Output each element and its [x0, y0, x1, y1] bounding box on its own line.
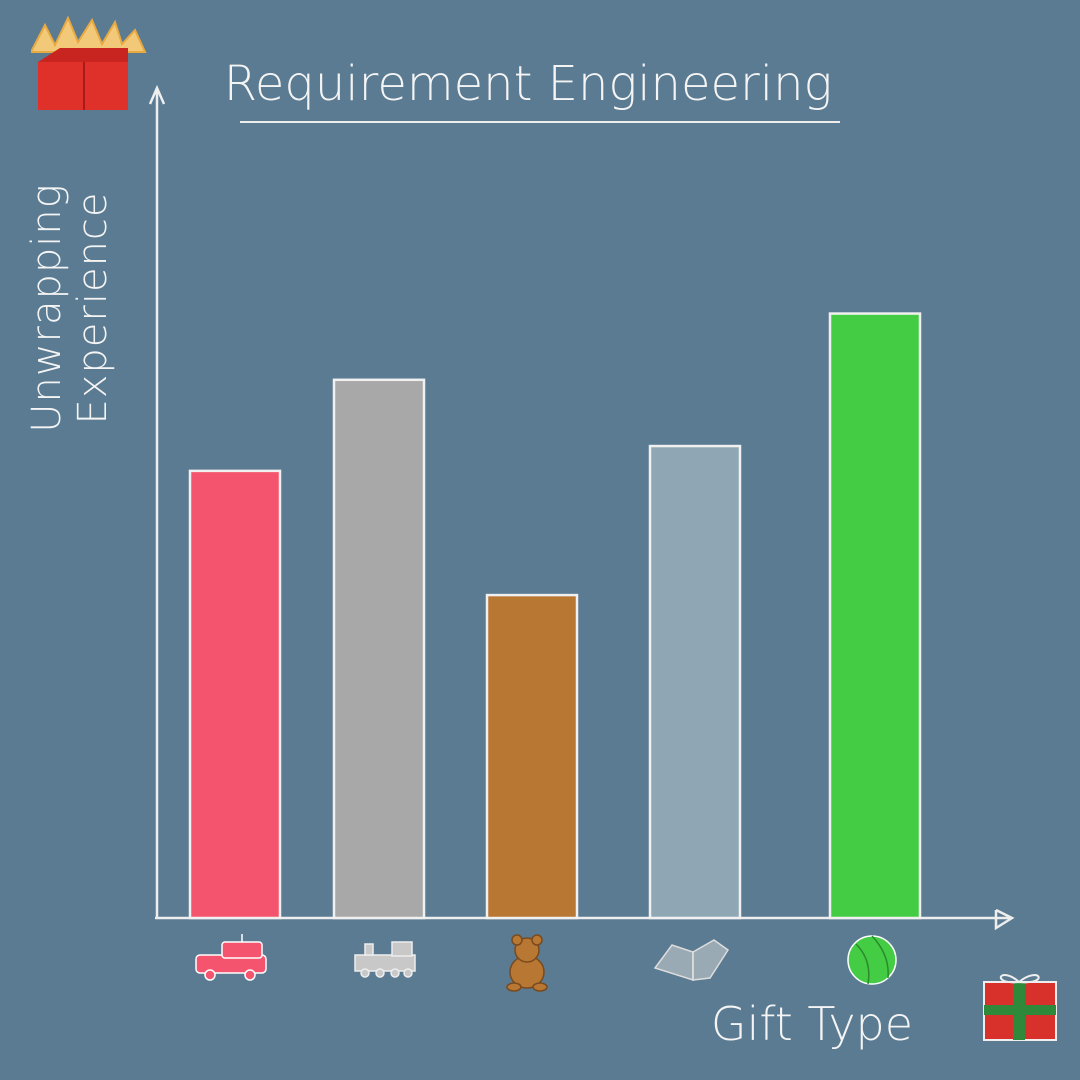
- chart-title: Requirement Engineering: [224, 56, 833, 112]
- train-icon: [354, 941, 416, 978]
- car-icon: [195, 934, 267, 981]
- y-axis-arrow: [148, 84, 166, 105]
- bar: [188, 469, 282, 920]
- bar: [828, 312, 922, 920]
- open-gift-icon: [31, 15, 147, 110]
- gift-icon: [983, 974, 1057, 1041]
- bar: [332, 378, 426, 920]
- bar: [485, 593, 579, 920]
- ball-icon: [847, 935, 897, 985]
- x-axis-label: Gift Type: [711, 997, 913, 1051]
- bar: [648, 444, 742, 920]
- x-axis-arrow: [994, 908, 1015, 931]
- book-icon: [653, 939, 730, 982]
- teddy-icon: [506, 934, 548, 992]
- y-axis-label: Unwrapping Experience: [24, 183, 116, 433]
